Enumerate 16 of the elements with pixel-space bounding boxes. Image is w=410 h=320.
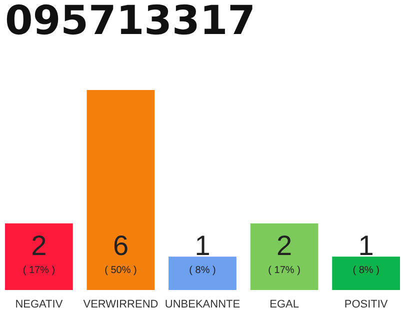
x-tick-label: UNBEKANNTE — [164, 298, 240, 310]
annotation: ( 8% ) — [352, 265, 380, 276]
x-tick-label: NEGATIV — [15, 298, 64, 310]
data-label: 2 — [276, 230, 292, 261]
x-tick-label: POSITIV — [344, 298, 388, 310]
data-label: 2 — [31, 230, 47, 261]
data-label: 1 — [358, 230, 374, 261]
data-label: 6 — [112, 230, 129, 261]
annotation: ( 17% ) — [268, 265, 300, 276]
data-label: 1 — [194, 230, 210, 261]
chart-title: 095713317 — [5, 0, 256, 44]
annotation: ( 8% ) — [189, 265, 216, 276]
annotation: ( 17% ) — [22, 265, 56, 276]
annotation: ( 50% ) — [104, 265, 137, 276]
x-tick-label: VERWIRREND — [83, 298, 158, 310]
x-tick-label: EGAL — [270, 298, 299, 310]
